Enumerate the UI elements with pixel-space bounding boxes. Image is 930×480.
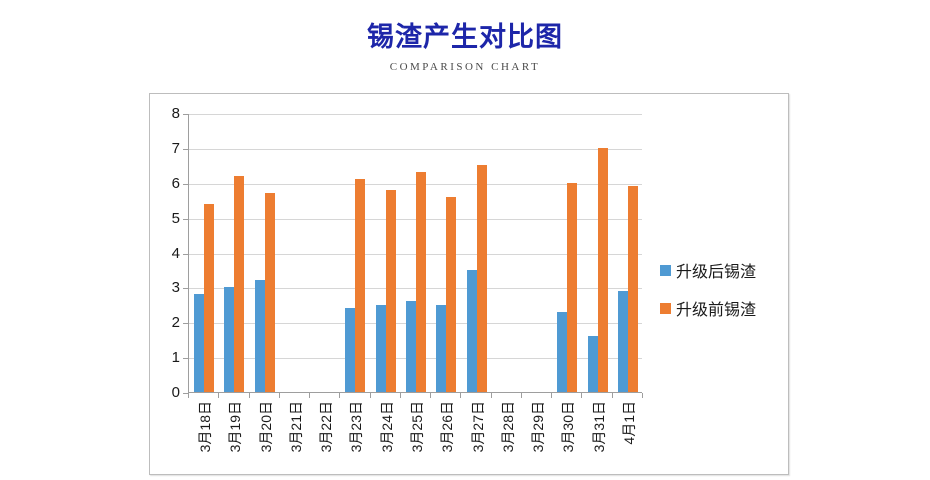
x-axis-tick <box>248 393 250 398</box>
x-axis-label: 3月30日 <box>560 401 577 453</box>
x-axis-label: 3月20日 <box>257 401 274 453</box>
bar-series-0 <box>254 280 265 392</box>
y-axis-label: 1 <box>171 349 180 367</box>
x-axis-label: 3月21日 <box>287 401 304 453</box>
gridline <box>189 218 642 220</box>
legend-label: 升级后锡渣 <box>676 264 757 281</box>
x-axis-label: 3月27日 <box>469 401 486 453</box>
gridline <box>189 114 642 115</box>
y-axis-label: 7 <box>171 139 180 157</box>
y-axis-label: 0 <box>171 384 180 401</box>
bar-series-0 <box>375 304 386 392</box>
x-axis-label: 3月29日 <box>530 401 547 453</box>
x-axis-label: 3月25日 <box>409 401 425 453</box>
x-axis-tick <box>430 393 432 398</box>
x-axis-tick <box>339 393 341 398</box>
y-axis-label: 4 <box>171 244 180 262</box>
x-axis-tick <box>278 393 280 398</box>
x-axis-label: 3月28日 <box>499 401 516 453</box>
page-title: 锡渣产生对比图 <box>367 22 563 52</box>
x-axis-label: 3月23日 <box>348 401 365 453</box>
y-axis-tick <box>183 323 188 325</box>
y-axis-tick <box>183 358 188 360</box>
y-axis-tick <box>183 253 188 255</box>
legend-label: 升级前锡渣 <box>676 302 757 319</box>
gridline <box>189 288 642 290</box>
bar-series-0 <box>436 304 447 392</box>
y-axis-label: 3 <box>171 279 180 297</box>
y-axis-tick <box>183 148 188 150</box>
bar-series-0 <box>194 294 205 392</box>
x-axis-tick <box>218 393 220 398</box>
x-axis-label: 3月24日 <box>378 401 395 453</box>
bar-series-1 <box>416 172 426 392</box>
gridline <box>189 183 642 185</box>
bar-series-1 <box>204 203 215 392</box>
y-axis-label: 5 <box>171 209 180 227</box>
x-axis-tick <box>460 393 462 398</box>
x-axis-label: 3月19日 <box>227 401 244 453</box>
bar-series-0 <box>345 308 356 392</box>
bar-series-1 <box>597 147 608 392</box>
x-axis-tick <box>369 393 371 398</box>
y-axis-tick <box>183 288 188 290</box>
bar-series-0 <box>406 301 416 392</box>
bar-series-0 <box>557 311 568 392</box>
y-axis-tick <box>183 218 188 220</box>
bar-series-0 <box>617 290 628 392</box>
x-axis-tick <box>399 393 401 398</box>
bar-series-0 <box>224 287 235 392</box>
x-axis-label: 3月26日 <box>439 401 456 453</box>
y-axis-tick <box>183 393 188 394</box>
page-subtitle: COMPARISON CHART <box>389 61 541 73</box>
x-axis-tick <box>520 393 522 398</box>
chart-legend: 升级后锡渣升级前锡渣 <box>660 258 756 334</box>
legend-swatch-icon <box>660 264 671 276</box>
bar-series-1 <box>567 182 578 392</box>
bar-series-1 <box>385 189 396 392</box>
x-axis-tick <box>309 393 311 398</box>
y-axis-label: 2 <box>171 314 180 332</box>
bar-series-1 <box>264 193 275 392</box>
bar-series-0 <box>466 269 477 392</box>
x-axis-tick <box>642 393 643 398</box>
x-axis-label: 4月1日 <box>620 401 637 445</box>
chart-canvas: 升级后锡渣升级前锡渣 0 1 2 3 4 5 6 7 8 3月18日 3月19日 3月20日 3月21日… <box>149 93 789 475</box>
bar-series-1 <box>234 175 245 392</box>
x-axis-label: 3月22日 <box>318 401 335 453</box>
bar-series-1 <box>355 179 366 392</box>
legend-item-0: 升级后锡渣 <box>660 258 756 282</box>
y-axis-tick <box>183 114 188 115</box>
x-axis-tick <box>490 393 492 398</box>
bar-series-1 <box>446 196 457 392</box>
y-axis-label: 6 <box>171 174 180 192</box>
x-axis-label: 3月31日 <box>590 401 607 453</box>
legend-swatch-icon <box>660 302 671 314</box>
bar-series-0 <box>587 336 598 392</box>
plot-area <box>188 114 642 393</box>
x-axis-tick <box>611 393 613 398</box>
gridline <box>189 148 642 150</box>
x-axis-label: 3月18日 <box>197 401 214 453</box>
y-axis-label: 8 <box>171 105 180 122</box>
x-axis-tick <box>581 393 583 398</box>
y-axis-tick <box>183 183 188 185</box>
legend-item-1: 升级前锡渣 <box>660 296 756 320</box>
gridline <box>189 253 642 255</box>
chart-header: 锡渣产生对比图 COMPARISON CHART <box>0 15 930 73</box>
x-axis-tick <box>551 393 553 398</box>
bar-series-1 <box>476 165 487 392</box>
bar-series-1 <box>627 186 638 392</box>
x-axis-tick <box>188 393 189 398</box>
